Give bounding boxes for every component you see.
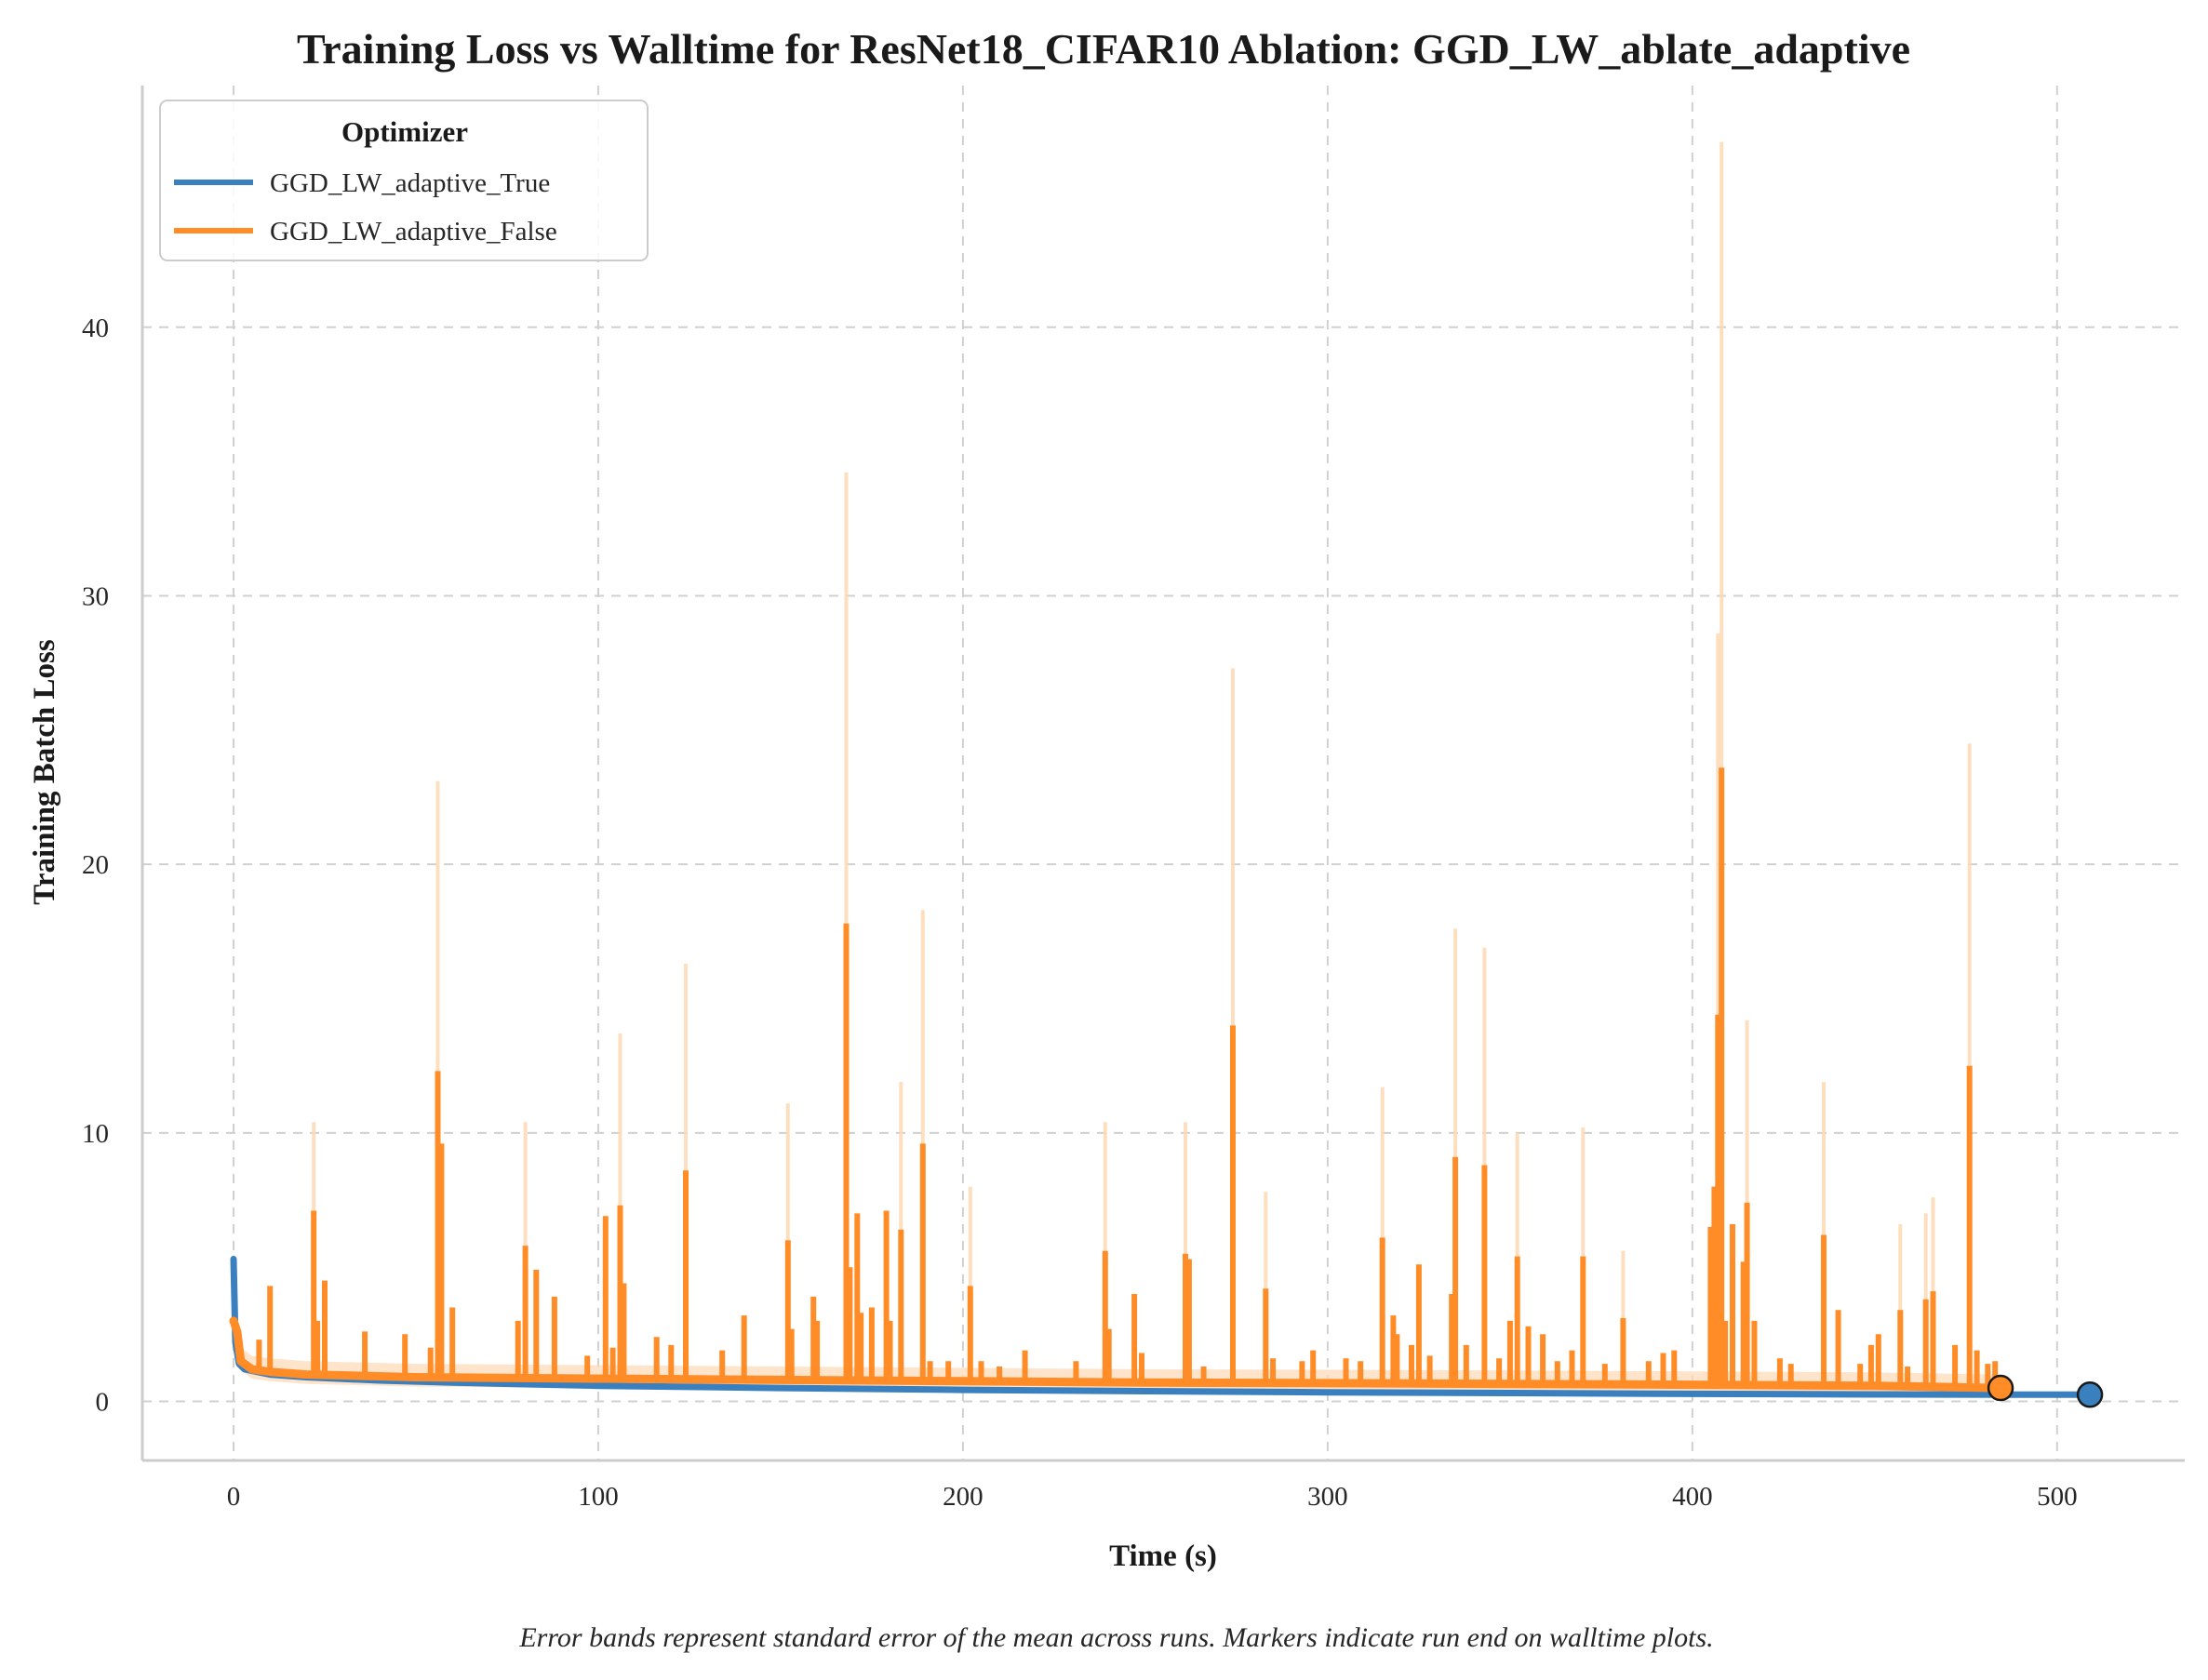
- grid-lines: [142, 86, 2185, 1460]
- legend: Optimizer GGD_LW_adaptive_True GGD_LW_ad…: [159, 100, 649, 261]
- legend-entry-false: GGD_LW_adaptive_False: [270, 217, 557, 247]
- series-line-true: [230, 1256, 2094, 1398]
- y-tick-label: 20: [82, 850, 109, 880]
- error-band-layer: [234, 141, 2001, 1398]
- end-marker-false: [1987, 1374, 2014, 1402]
- series-line-false: [229, 1316, 2005, 1393]
- legend-frame: [159, 100, 649, 261]
- x-tick-label: 400: [1672, 1482, 1713, 1512]
- run-end-markers: [1987, 1374, 2104, 1408]
- x-tick-label: 100: [578, 1482, 619, 1512]
- x-tick-label: 200: [943, 1482, 984, 1512]
- legend-title: Optimizer: [341, 115, 468, 148]
- x-tick-label: 500: [2037, 1482, 2078, 1512]
- series-spikes-false: [233, 767, 1999, 1388]
- end-marker-true: [2076, 1381, 2104, 1408]
- y-axis-label: Training Batch Loss: [28, 639, 61, 905]
- legend-entry-true: GGD_LW_adaptive_True: [270, 168, 550, 198]
- y-tick-label: 30: [82, 581, 109, 611]
- chart-caption: Error bands represent standard error of …: [518, 1622, 1713, 1653]
- x-tick-labels: 0 100 200 300 400 500: [227, 1482, 2078, 1512]
- x-tick-label: 300: [1307, 1482, 1348, 1512]
- y-tick-label: 0: [96, 1387, 110, 1417]
- x-axis-label: Time (s): [1109, 1540, 1217, 1573]
- y-tick-label: 40: [82, 313, 109, 343]
- y-tick-label: 10: [82, 1119, 109, 1149]
- chart-title: Training Loss vs Walltime for ResNet18_C…: [297, 25, 1910, 73]
- x-tick-label: 0: [227, 1482, 241, 1512]
- y-tick-labels: 0 10 20 30 40: [82, 313, 109, 1418]
- series-lines-layer: [229, 767, 2094, 1398]
